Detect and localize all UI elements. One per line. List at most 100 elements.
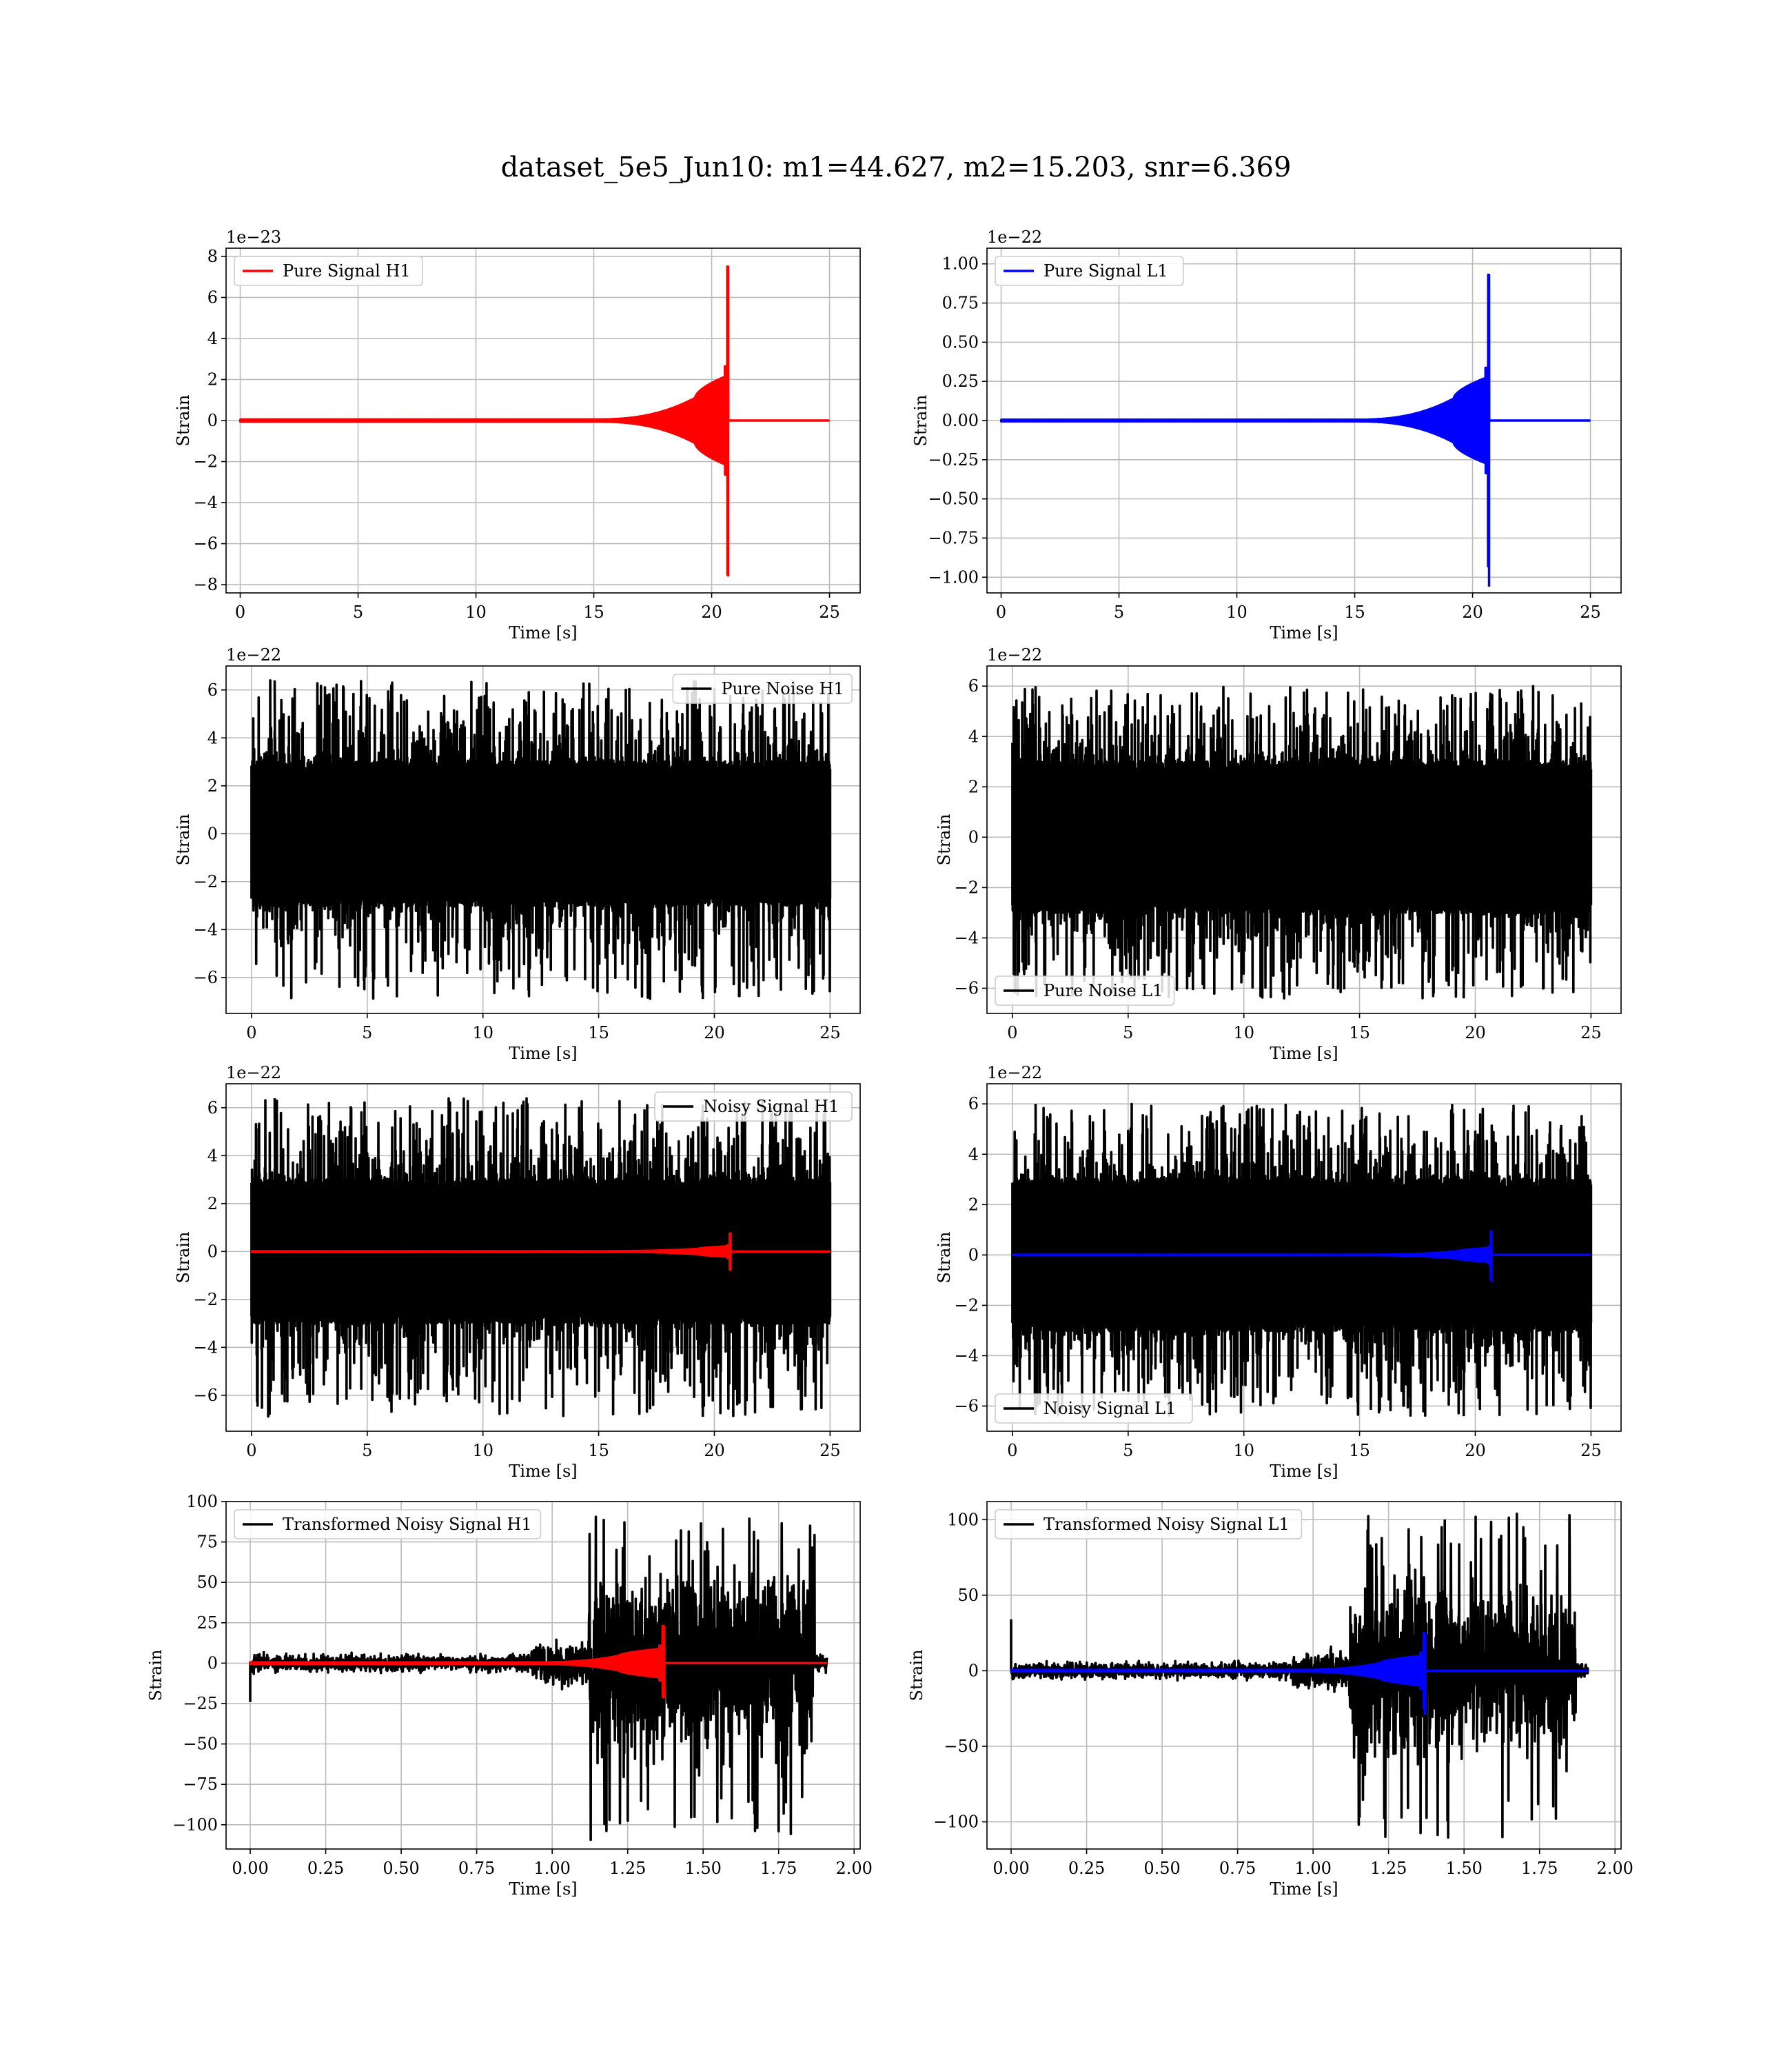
x-tick-label: 0: [246, 1023, 256, 1042]
y-tick-label: 4: [207, 1146, 218, 1165]
y-tick-label: 0: [207, 1653, 218, 1673]
x-tick-label: 1.25: [1370, 1859, 1407, 1878]
y-tick-label: 2: [968, 1195, 979, 1214]
x-tick-label: 1.75: [760, 1859, 797, 1878]
x-tick-label: 15: [1349, 1441, 1370, 1460]
y-axis-label: Strain: [174, 814, 193, 866]
y-tick-label: −2: [194, 872, 218, 891]
y-tick-label: 0.50: [942, 332, 979, 352]
offset-text: 1e−22: [226, 645, 281, 665]
y-tick-label: 0.00: [942, 411, 979, 430]
y-tick-label: 2: [207, 776, 218, 796]
legend-label: Noisy Signal H1: [703, 1097, 839, 1116]
legend: Noisy Signal L1: [995, 1393, 1193, 1424]
y-tick-label: −2: [194, 1290, 218, 1309]
offset-text: 1e−22: [987, 228, 1042, 247]
figure-title: dataset_5e5_Jun10: m1=44.627, m2=15.203,…: [500, 152, 1292, 183]
pure-noise-l1-panel: 0 5 10 15 20 25 −6 −4 −2 0 2 4 6 Time [s] Strain 1e−22 P…: [935, 645, 1622, 1063]
legend-frame: [654, 1091, 853, 1122]
legend: Noisy Signal H1: [654, 1091, 853, 1122]
noisy-signal-h1-panel: 0 5 10 15 20 25 −6 −4 −2 0 2 4 6 Time [s] Strain 1e−22 N…: [174, 1063, 861, 1481]
noisy-signal-l1-panel: 0 5 10 15 20 25 −6 −4 −2 0 2 4 6 Time [s] Strain 1e−22 N…: [935, 1063, 1622, 1481]
series-pure-noise-l1: [1011, 685, 1593, 1000]
x-tick-label: 20: [704, 1441, 725, 1460]
y-tick-label: 1.00: [942, 254, 979, 274]
x-tick-label: 1.50: [684, 1859, 721, 1878]
y-tick-label: −0.25: [928, 450, 979, 469]
legend-frame: [995, 256, 1184, 286]
y-tick-label: 4: [207, 329, 218, 348]
x-tick-label: 10: [472, 1441, 493, 1460]
y-tick-label: 8: [207, 247, 218, 266]
y-tick-label: 0: [207, 824, 218, 843]
x-tick-label: 0.75: [458, 1859, 495, 1878]
y-axis-label: Strain: [146, 1650, 165, 1701]
series-overlay-1: [249, 1624, 828, 1699]
offset-text: 1e−22: [226, 1063, 281, 1082]
y-tick-label: −4: [955, 1346, 979, 1365]
x-tick-label: 2.00: [836, 1859, 873, 1878]
legend: Transformed Noisy Signal L1: [995, 1509, 1303, 1539]
x-tick-label: 25: [819, 603, 840, 622]
legend-frame: [672, 674, 853, 704]
y-axis-label: Strain: [935, 1232, 954, 1284]
y-tick-label: −50: [183, 1735, 218, 1754]
offset-text: 1e−23: [226, 228, 281, 247]
y-tick-label: 75: [196, 1533, 218, 1552]
x-tick-label: 0.75: [1219, 1859, 1256, 1878]
y-axis-label: Strain: [174, 395, 193, 447]
y-tick-label: −100: [933, 1812, 979, 1832]
y-axis-label: Strain: [174, 1232, 193, 1284]
y-tick-label: 6: [207, 680, 218, 700]
transformed-noisy-signal-l1-panel: 0.00 0.25 0.50 0.75 1.00 1.25 1.50 1.75 2.00 −100…: [907, 1501, 1633, 1899]
y-tick-label: 0.25: [942, 372, 979, 391]
x-tick-label: 10: [465, 603, 487, 622]
x-axis-label: Time [s]: [1270, 623, 1338, 643]
x-tick-label: 5: [1123, 1441, 1133, 1460]
y-tick-label: −6: [955, 1396, 979, 1415]
y-tick-label: −2: [955, 878, 979, 897]
y-tick-label: −100: [172, 1815, 218, 1835]
y-tick-label: 0: [968, 1245, 979, 1264]
x-tick-label: 10: [1233, 1441, 1254, 1460]
x-tick-label: 1.00: [533, 1859, 570, 1878]
legend-frame: [995, 976, 1175, 1006]
x-tick-label: 10: [1226, 603, 1248, 622]
x-tick-label: 0.50: [1143, 1859, 1180, 1878]
x-tick-label: 20: [701, 603, 722, 622]
x-tick-label: 2.00: [1597, 1859, 1633, 1878]
y-axis-label: Strain: [911, 395, 930, 447]
y-tick-label: 6: [207, 287, 218, 307]
series-noisy-signal-l1: [1011, 1102, 1593, 1417]
y-tick-label: 4: [968, 727, 979, 746]
series-pure-noise-h1: [250, 679, 832, 1000]
series-transformed-noisy-signal-h1: [249, 1515, 828, 1841]
y-tick-label: 2: [968, 777, 979, 796]
y-tick-label: 0: [968, 827, 979, 847]
axes-frame: [225, 665, 861, 1014]
series-noisy-signal-h1: [250, 1097, 832, 1418]
x-tick-label: 25: [1580, 1023, 1602, 1042]
legend-label: Noisy Signal L1: [1043, 1399, 1176, 1418]
y-tick-label: 100: [947, 1510, 979, 1529]
x-tick-label: 25: [819, 1023, 841, 1042]
legend-label: Transformed Noisy Signal H1: [283, 1515, 532, 1534]
x-axis-label: Time [s]: [509, 1462, 577, 1481]
pure-signal-l1-panel: 0 5 10 15 20 25 −1.00 −0.75 −0.50 −0.25 0.00 0.25 0.…: [911, 228, 1622, 643]
series-overlay-1: [1010, 1631, 1589, 1715]
x-tick-label: 10: [1233, 1023, 1254, 1042]
series-pure-signal-h1: [238, 265, 831, 577]
y-tick-label: 0: [968, 1661, 979, 1680]
legend-frame: [995, 1509, 1303, 1539]
y-tick-label: −4: [955, 928, 979, 947]
y-tick-label: −0.75: [928, 528, 979, 547]
y-tick-label: 4: [968, 1144, 979, 1164]
y-tick-label: −50: [944, 1737, 979, 1756]
axes-frame: [986, 1501, 1622, 1850]
y-tick-label: 2: [207, 370, 218, 389]
y-tick-label: −6: [955, 978, 979, 998]
y-tick-label: 0.75: [942, 294, 979, 313]
pure-noise-h1-panel: 0 5 10 15 20 25 −6 −4 −2 0 2 4 6 Time [s] Strain 1e−22 P…: [174, 645, 861, 1063]
x-axis-label: Time [s]: [509, 1044, 577, 1063]
